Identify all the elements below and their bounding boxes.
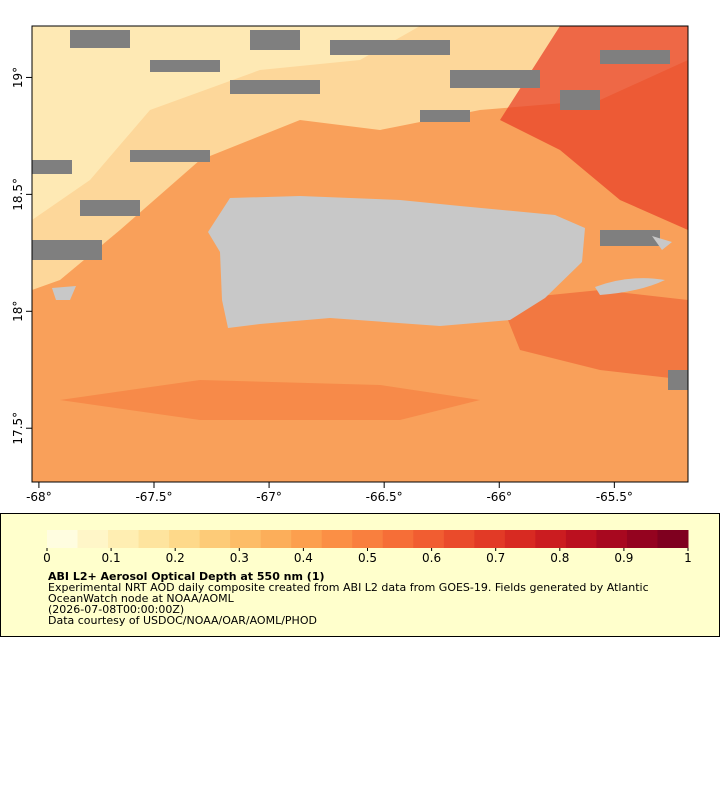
colorbar-tick-label: 0.5 [358,551,377,565]
colorbar-swatch [474,530,506,548]
y-tick-label: 19° [11,67,25,88]
mid-aod-band [60,380,480,420]
colorbar-tick-label: 0.4 [294,551,313,565]
land-culebra [652,236,672,250]
colorbar-swatch [47,530,79,548]
legend-text: Experimental NRT AOD daily composite cre… [48,581,649,594]
colorbar-tick-label: 0.9 [614,551,633,565]
x-tick-label: -66° [486,490,512,504]
land-vieques [595,278,665,295]
map-frame [31,25,689,483]
legend-title: ABI L2+ Aerosol Optical Depth at 550 nm … [48,570,325,583]
map-field [31,25,689,483]
x-tick-label: -65.5° [596,490,633,504]
colorbar-tick-label: 0.7 [486,551,505,565]
colorbar-swatch [291,530,323,548]
colorbar-swatch [108,530,140,548]
colorbar-swatch [382,530,414,548]
legend-text: OceanWatch node at NOAA/AOML [48,592,235,605]
colorbar-swatch [413,530,445,548]
colorbar-swatch [260,530,292,548]
land-puerto-rico [208,196,585,328]
colorbar-swatch [535,530,567,548]
colorbar-swatch [626,530,658,548]
colorbar-swatch [77,530,109,548]
colorbar-tick-label: 0.8 [550,551,569,565]
colorbar-tick-label: 0.3 [230,551,249,565]
colorbar-swatch [321,530,353,548]
colorbar-swatch [199,530,231,548]
y-tick-label: 18° [11,301,25,322]
axes: -68° -67.5° -67° -66.5° -66° -65.5° 17.5° 18° 18… [11,67,633,504]
colorbar-tick-label: 0.2 [166,551,185,565]
colorbar-tick-label: 0 [43,551,51,565]
cloud-mask [32,30,688,390]
lowest-aod-region [32,26,420,220]
colorbar-swatch [657,530,689,548]
x-tick-label: -68° [26,490,52,504]
legend-text: Data courtesy of USDOC/NOAA/OAR/AOML/PHO… [48,614,317,627]
colorbar-swatch [138,530,170,548]
high-aod-region [500,290,688,380]
colorbar-tick-label: 0.1 [102,551,121,565]
colorbar-tick-label: 0.6 [422,551,441,565]
colorbar-swatch [504,530,536,548]
colorbar-swatch [443,530,475,548]
land-mona [52,286,76,300]
legend-text: (2026-07-08T00:00:00Z) [48,603,184,616]
colorbar-swatch [352,530,384,548]
colorbar-tick-label: 1 [684,551,692,565]
x-tick-label: -67.5° [135,490,172,504]
colorbar-swatch [565,530,597,548]
y-tick-label: 18.5° [11,178,25,211]
colorbar-swatch [169,530,201,548]
colorbar-swatch [230,530,262,548]
colorbar-swatch [596,530,628,548]
x-tick-label: -66.5° [366,490,403,504]
x-tick-label: -67° [256,490,282,504]
colorbar: 0 0.1 0.2 0.3 0.4 0.5 0.6 0.7 0.8 0.9 1 [43,530,692,565]
y-tick-label: 17.5° [11,412,25,445]
high-aod-region [500,26,688,230]
